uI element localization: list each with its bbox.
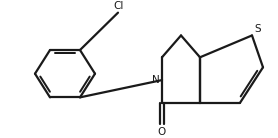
Text: Cl: Cl (114, 1, 124, 11)
Text: O: O (158, 127, 166, 137)
Text: N: N (152, 75, 160, 85)
Text: S: S (254, 24, 261, 34)
